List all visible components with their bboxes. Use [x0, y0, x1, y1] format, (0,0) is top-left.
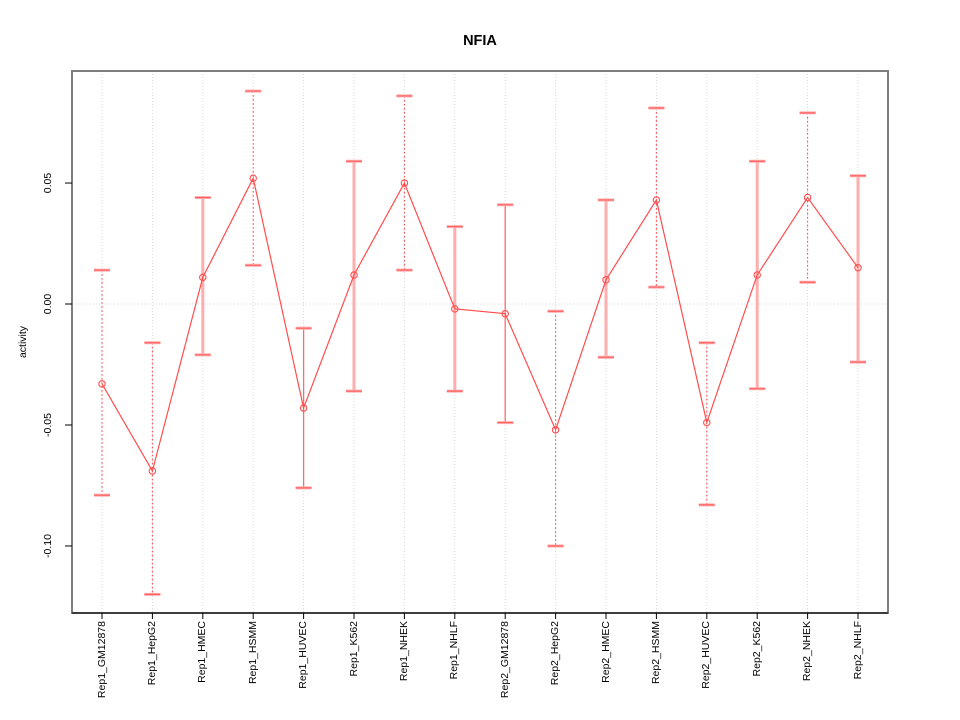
plot-frame: [71, 70, 889, 614]
data-point-marker: [98, 380, 106, 388]
y-tick-label: 0.00: [42, 293, 54, 315]
data-point-marker: [350, 271, 358, 279]
x-tick-label: Rep2_HUVEC: [700, 621, 713, 689]
x-tick-label: Rep1_HSMM: [246, 621, 259, 685]
y-tick-label: -0.10: [42, 534, 54, 558]
x-tick-label: Rep2_NHEK: [801, 621, 814, 682]
data-point-marker: [854, 263, 862, 272]
data-point-marker: [148, 467, 157, 475]
x-tick-label: Rep2_NHLF: [851, 621, 864, 680]
x-tick-label: Rep1_HepG2: [145, 621, 158, 686]
series-line: [101, 176, 859, 473]
x-tick-label: Rep1_GM12878: [95, 621, 108, 699]
data-point-marker: [501, 309, 509, 318]
data-point-marker: [602, 276, 610, 284]
data-point-marker: [703, 418, 711, 427]
data-point-marker: [551, 426, 560, 434]
x-tick-label: Rep2_HepG2: [549, 621, 562, 686]
x-tick-label: Rep2_HMEC: [599, 621, 612, 683]
x-tick-label: Rep1_NHLF: [448, 621, 461, 680]
x-tick-label: Rep1_NHEK: [397, 621, 410, 682]
data-point-marker: [199, 273, 207, 282]
data-point-marker: [451, 305, 459, 313]
x-tick-label: Rep1_K562: [347, 621, 360, 677]
data-point-marker: [652, 196, 661, 204]
data-point-marker: [299, 404, 308, 412]
x-tick-label: Rep1_HMEC: [196, 621, 209, 683]
y-tick-label: -0.05: [42, 413, 54, 437]
x-tick-label: Rep1_HUVEC: [297, 621, 310, 689]
y-tick-label: 0.05: [42, 172, 54, 194]
data-point-marker: [249, 174, 257, 182]
x-tick-label: Rep2_HSMM: [649, 621, 662, 685]
data-point-marker: [400, 179, 409, 187]
x-tick-label: Rep2_GM12878: [498, 621, 511, 699]
x-tick-label: Rep2_K562: [750, 621, 763, 677]
data-point-marker: [753, 271, 761, 279]
chart-title: NFIA: [463, 33, 497, 49]
data-point-marker: [803, 193, 812, 202]
